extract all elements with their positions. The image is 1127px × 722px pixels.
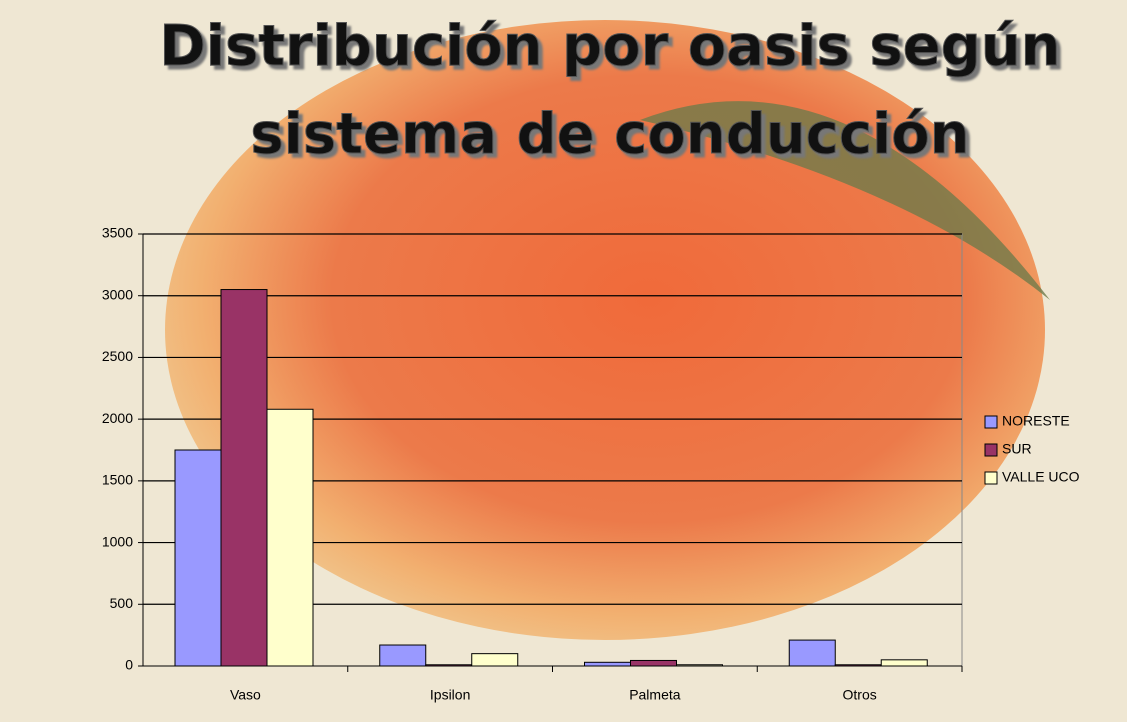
bar bbox=[266, 408, 314, 667]
bar bbox=[174, 449, 222, 667]
x-tick-label: Otros bbox=[843, 687, 877, 703]
chart-title: Distribución por oasis según sistema de c… bbox=[159, 14, 1060, 167]
x-tick-label: Palmeta bbox=[629, 687, 681, 703]
x-tick-label: Ipsilon bbox=[430, 687, 470, 703]
bar bbox=[471, 653, 519, 667]
y-tick-label: 3500 bbox=[102, 225, 133, 241]
leaf-image bbox=[640, 101, 1050, 300]
y-tick-label: 2000 bbox=[102, 410, 133, 426]
legend-label: SUR bbox=[1002, 441, 1032, 457]
y-tick-label: 2500 bbox=[102, 348, 133, 364]
legend-label: NORESTE bbox=[1002, 413, 1070, 429]
y-tick-label: 3000 bbox=[102, 286, 133, 302]
legend-label: VALLE UCO bbox=[1002, 469, 1080, 485]
bar bbox=[630, 659, 677, 667]
bar bbox=[220, 289, 268, 667]
y-tick-label: 500 bbox=[110, 595, 134, 611]
y-tick-label: 1500 bbox=[102, 472, 133, 488]
bar bbox=[425, 664, 473, 667]
y-tick-label: 1000 bbox=[102, 533, 133, 549]
bar bbox=[676, 664, 723, 667]
bar bbox=[834, 664, 882, 667]
legend-swatch bbox=[984, 471, 998, 485]
bar bbox=[880, 659, 928, 667]
bar bbox=[788, 639, 836, 667]
y-tick-label: 0 bbox=[125, 657, 133, 673]
legend-swatch bbox=[984, 415, 998, 429]
bar bbox=[379, 644, 427, 667]
legend-swatch bbox=[984, 443, 998, 457]
x-tick-label: Vaso bbox=[230, 687, 261, 703]
title-group: Distribución por oasis según sistema de c… bbox=[159, 14, 1061, 168]
bar bbox=[584, 661, 631, 667]
